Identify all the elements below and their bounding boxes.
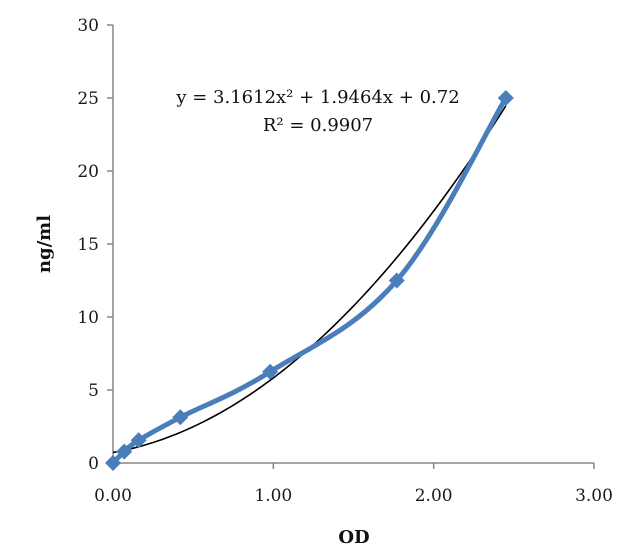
trendline-equation: y = 3.1612x² + 1.9464x + 0.72 <box>175 87 459 108</box>
trendline <box>112 105 507 454</box>
x-tick-label: 3.00 <box>575 486 613 506</box>
y-axis-title: ng/ml <box>34 215 55 273</box>
y-tick-label: 10 <box>77 308 99 328</box>
data-point <box>172 409 189 426</box>
x-tick-label: 1.00 <box>254 486 292 506</box>
y-tick-label: 20 <box>77 162 99 182</box>
y-tick-label: 25 <box>77 89 99 109</box>
data-point <box>262 363 279 380</box>
x-tick-label: 0.00 <box>94 486 132 506</box>
series-line <box>110 95 509 466</box>
y-tick-label: 30 <box>77 16 99 36</box>
tick-labels: 0 5 10 15 20 25 30 0.00 1.00 2.00 3.00 <box>77 16 613 506</box>
data-point <box>130 432 147 449</box>
trendline-r-squared: R² = 0.9907 <box>263 115 373 136</box>
y-tick-label: 5 <box>88 381 99 401</box>
x-tick-label: 2.00 <box>415 486 453 506</box>
data-point <box>388 272 405 289</box>
y-tick-label: 15 <box>77 235 99 255</box>
data-point <box>497 90 514 106</box>
data-markers <box>105 90 514 471</box>
data-point <box>116 443 133 460</box>
x-axis-title: OD <box>338 527 369 548</box>
y-tick-label: 0 <box>88 454 99 474</box>
axes <box>107 24 595 469</box>
data-point <box>105 455 121 471</box>
